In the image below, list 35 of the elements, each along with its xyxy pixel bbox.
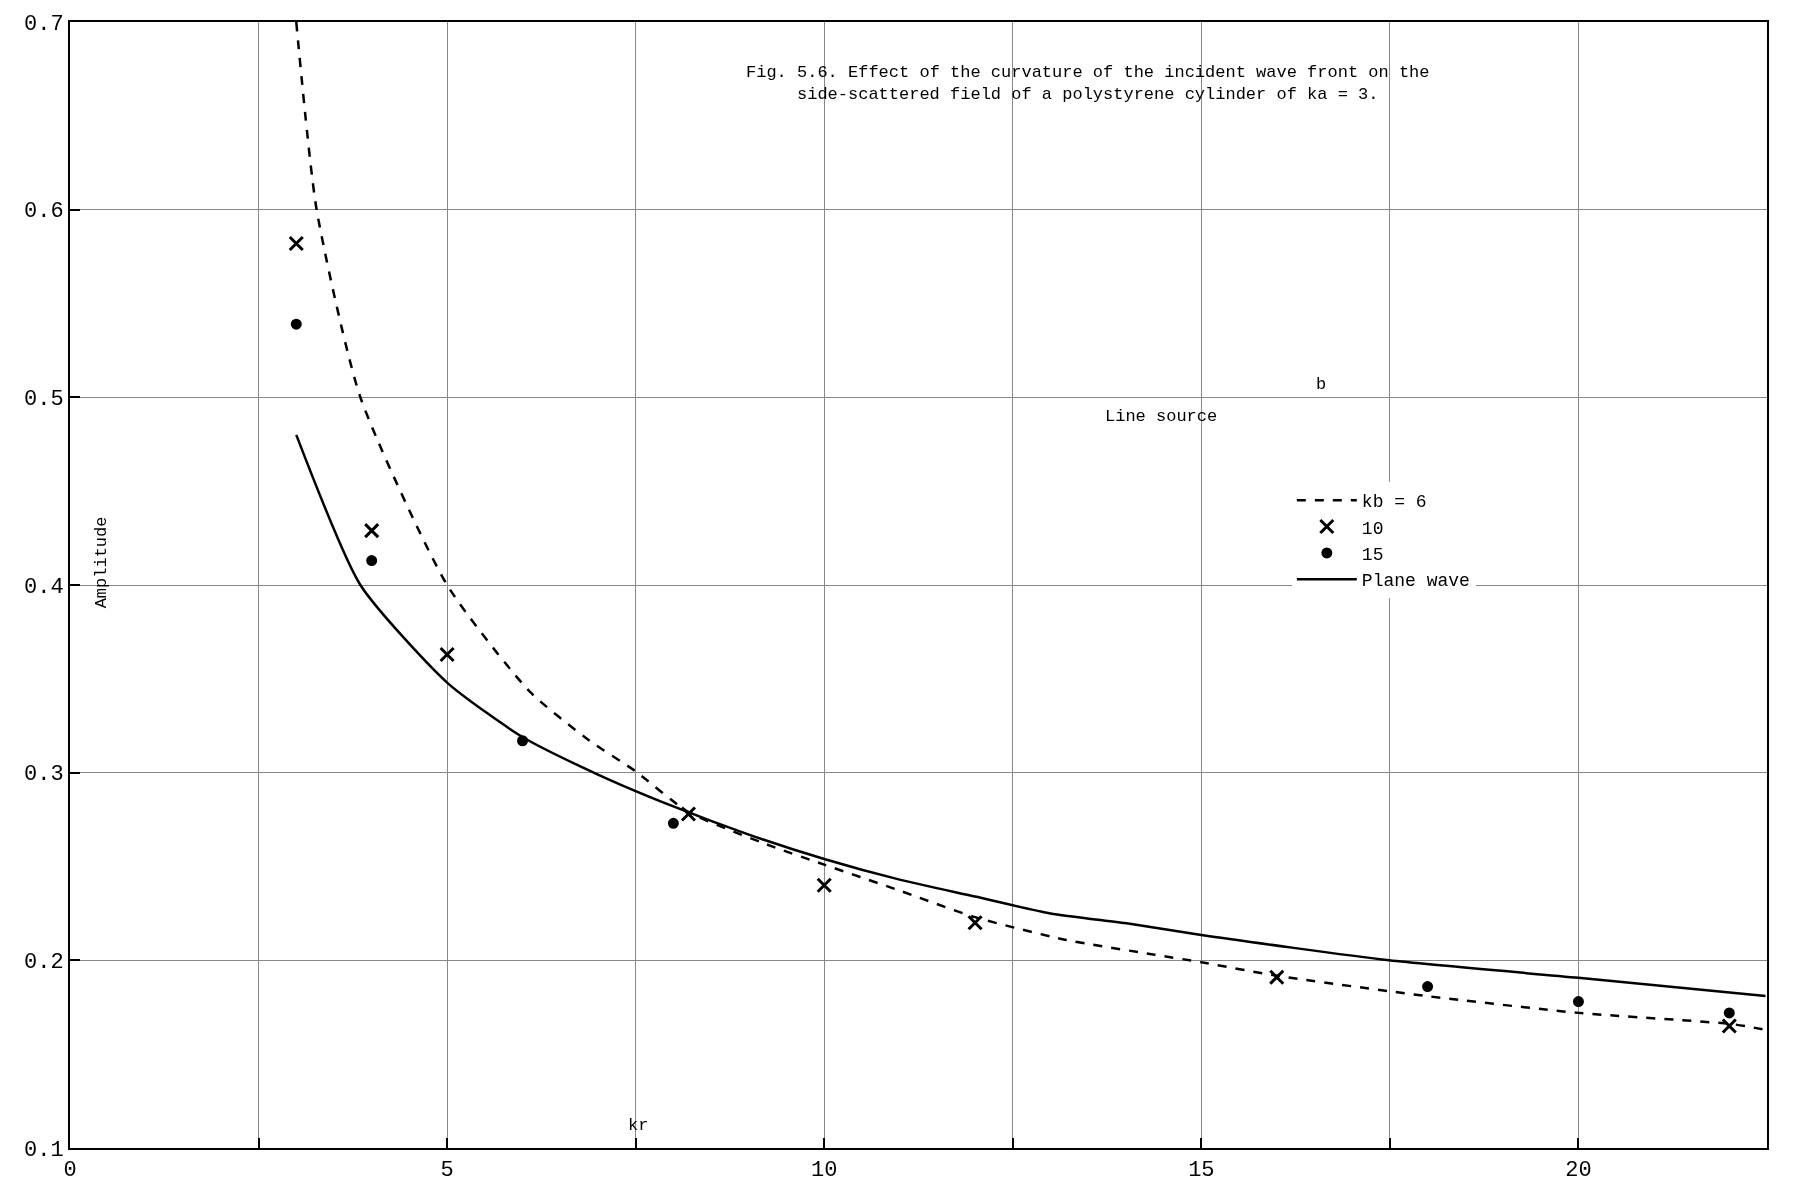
x-tick-label: 5 xyxy=(440,1158,454,1184)
y-tick-label: 0.7 xyxy=(23,11,64,37)
y-tick-label: 0.5 xyxy=(23,387,64,413)
point xyxy=(1268,969,1285,986)
x-tick-label: 0 xyxy=(63,1158,77,1184)
text: Fig. 5.6. Effect of the curvature of the incident wave front on the side-scattered field of a polystyrene cylinder of ka = 3. xyxy=(746,63,1430,105)
legend-label: kb = 6 xyxy=(1361,492,1427,513)
y-tick-label: 0.1 xyxy=(23,1137,64,1163)
legend-label: 15 xyxy=(1361,544,1384,565)
point xyxy=(816,877,833,894)
x-tick-label: 10 xyxy=(811,1158,838,1184)
x-axis-title: kr xyxy=(628,1116,649,1135)
point xyxy=(290,318,302,330)
point xyxy=(439,646,456,663)
point xyxy=(1422,981,1434,993)
y-tick-label: 0.2 xyxy=(23,950,64,976)
annotation: b xyxy=(1316,375,1327,394)
y-tick-label: 0.4 xyxy=(23,574,64,600)
point xyxy=(680,805,697,822)
y-tick-label: 0.3 xyxy=(23,762,64,788)
x-tick-label: 20 xyxy=(1565,1158,1592,1184)
point xyxy=(288,235,305,252)
point xyxy=(1572,996,1584,1008)
point xyxy=(363,522,380,539)
legend-label: 10 xyxy=(1361,518,1384,539)
point xyxy=(1721,1018,1738,1035)
y-tick-label: 0.6 xyxy=(23,199,64,225)
point xyxy=(967,914,984,931)
y-axis-title: Amplitude xyxy=(92,516,112,609)
legend-label: Plane wave xyxy=(1361,571,1470,592)
annotation: Line source xyxy=(1105,407,1218,426)
point xyxy=(667,817,679,829)
point xyxy=(366,555,378,567)
x-tick-label: 15 xyxy=(1188,1158,1215,1184)
point xyxy=(1723,1007,1735,1019)
